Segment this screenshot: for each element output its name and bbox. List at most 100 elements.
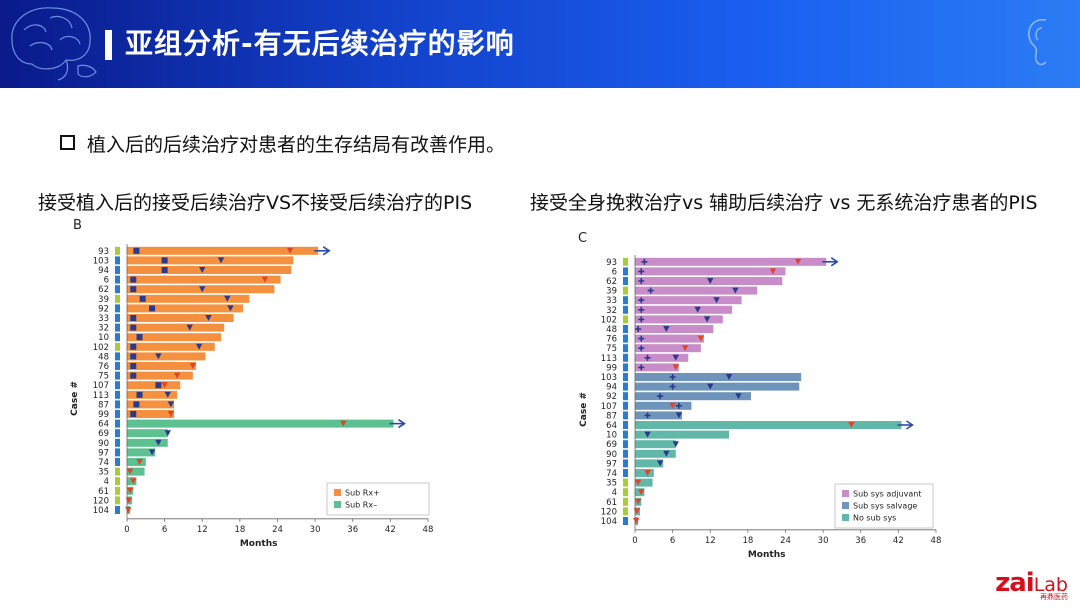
plus-marker [635, 326, 642, 332]
case-strip [623, 277, 628, 285]
bar [127, 467, 145, 476]
case-strip [623, 497, 628, 506]
case-strip [623, 440, 628, 449]
triangle-marker [633, 518, 640, 524]
case-strip [623, 401, 628, 410]
bar [127, 419, 394, 428]
triangle-marker [186, 324, 193, 331]
square-marker [136, 391, 143, 398]
logo-lab: Lab [1033, 574, 1068, 596]
case-strip [623, 363, 628, 372]
bar [635, 392, 751, 401]
case-label: 33 [98, 314, 109, 324]
square-marker [130, 286, 137, 293]
case-strip [115, 275, 120, 284]
triangle-marker [195, 343, 203, 350]
triangle-marker [340, 420, 347, 427]
case-strip [115, 486, 120, 495]
case-label: 99 [606, 363, 617, 373]
y-axis-title: Case # [579, 392, 589, 427]
case-strip [115, 294, 120, 303]
x-tick-label: 18 [742, 536, 753, 546]
case-label: 35 [606, 479, 617, 489]
case-label: 69 [606, 440, 617, 450]
bar [127, 381, 181, 390]
triangle-marker [261, 276, 269, 283]
case-label: 10 [606, 431, 617, 441]
triangle-marker [148, 449, 156, 456]
case-label: 4 [612, 488, 617, 498]
x-axis-title: Months [240, 539, 278, 549]
triangle-marker [155, 439, 162, 446]
case-label: 90 [98, 439, 109, 449]
logo-cn: 再鼎医药 [1040, 593, 1068, 601]
square-marker [133, 401, 140, 408]
x-tick-label: 6 [670, 536, 675, 546]
case-strip [115, 362, 120, 370]
x-tick-label: 42 [893, 536, 904, 546]
case-label: 48 [606, 325, 617, 335]
bar [127, 371, 193, 380]
bar [635, 344, 701, 353]
case-label: 75 [606, 344, 617, 354]
case-label: 87 [606, 411, 617, 421]
triangle-marker [638, 489, 645, 496]
x-tick-label: 24 [780, 536, 791, 546]
x-axis-title: Months [748, 550, 786, 560]
legend-label: Sub Rx– [345, 501, 377, 510]
triangle-marker [126, 468, 134, 475]
case-strip [115, 448, 120, 457]
case-label: 93 [98, 247, 109, 257]
case-label: 32 [98, 324, 109, 334]
case-strip [623, 296, 628, 305]
plus-marker [675, 402, 682, 409]
triangle-marker [161, 382, 168, 389]
case-label: 35 [98, 468, 109, 478]
triangle-marker [167, 411, 175, 417]
case-label: 97 [98, 448, 109, 458]
case-strip [115, 390, 120, 399]
case-label: 99 [98, 410, 109, 420]
bar [635, 430, 730, 439]
square-marker [155, 382, 162, 389]
bar [127, 256, 294, 265]
case-strip [115, 323, 120, 332]
triangle-marker [769, 268, 777, 275]
plus-marker [657, 393, 664, 400]
ongoing-arrow-head [398, 418, 406, 429]
case-label: 62 [606, 277, 617, 287]
page-title: 亚组分析-有无后续治疗的影响 [125, 27, 515, 60]
triangle-marker [669, 402, 676, 409]
triangle-marker [130, 478, 137, 485]
square-marker [130, 353, 137, 360]
x-tick-label: 48 [931, 536, 942, 546]
title-accent-bar [105, 30, 112, 60]
case-label: 4 [104, 477, 109, 487]
bar [635, 449, 676, 458]
case-label: 69 [98, 429, 109, 439]
case-label: 76 [98, 362, 109, 372]
case-strip [623, 334, 628, 343]
legend-swatch [334, 489, 341, 496]
case-label: 120 [93, 496, 109, 506]
case-label: 102 [93, 343, 109, 353]
legend-box [326, 482, 430, 516]
bar [635, 411, 683, 420]
case-strip [623, 411, 628, 420]
case-label: 39 [98, 295, 109, 305]
case-strip [623, 286, 628, 295]
case-strip [115, 467, 120, 476]
x-tick-label: 6 [162, 525, 167, 535]
triangle-marker [164, 391, 171, 398]
case-strip [115, 381, 120, 390]
square-marker [161, 267, 168, 273]
square-marker [161, 257, 168, 264]
case-label: 113 [93, 391, 109, 401]
plus-marker [638, 364, 645, 371]
triangle-marker [672, 441, 679, 448]
bullet-square-icon [60, 135, 75, 150]
subtitle-right: 接受全身挽救治疗vs 辅助后续治疗 vs 无系统治疗患者的PIS [530, 192, 1038, 214]
case-label: 61 [606, 498, 617, 508]
case-strip [623, 305, 628, 314]
triangle-marker [217, 257, 225, 264]
